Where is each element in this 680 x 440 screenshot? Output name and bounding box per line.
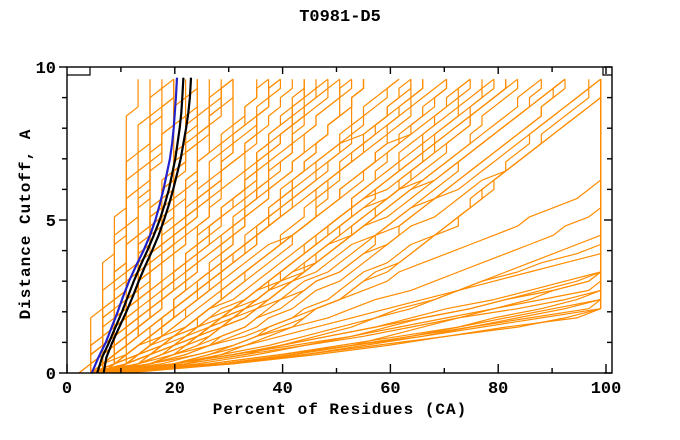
orange-model-curve [102,78,542,374]
x-axis-label: Percent of Residues (CA) [212,401,468,419]
orange-model-curve [90,79,281,374]
y-tick-label: 0 [46,366,56,385]
corner-tab-left [67,67,91,76]
black-model-curve [102,77,193,374]
x-tick-label: 40 [272,380,292,399]
orange-model-curve [102,78,234,373]
orange-model-curve [102,79,590,374]
x-tick-label: 20 [165,380,185,399]
orange-model-curve [102,79,424,374]
y-tick-label: 10 [36,60,56,79]
x-tick-label: 100 [591,380,622,399]
black-model-curve [96,77,185,374]
orange-model-curve [114,79,412,374]
orange-model-curve [90,78,281,373]
x-tick-label: 60 [380,380,400,399]
x-tick-label: 0 [62,380,72,399]
y-axis-label: Distance Cutoff, A [17,128,35,320]
orange-model-curve [126,79,602,374]
y-tick-label: 5 [46,213,56,232]
page-title: T0981-D5 [299,8,381,27]
orange-model-curve [90,79,365,374]
orange-model-curve [90,79,602,374]
orange-model-curve [102,79,234,374]
orange-model-curve [90,78,175,373]
blue-model-curve [90,77,179,374]
corner-tab-right [602,67,612,76]
orange-model-curve [102,78,566,374]
orange-model-curve [102,78,234,373]
orange-model-curve [90,79,365,374]
x-tick-label: 80 [488,380,508,399]
